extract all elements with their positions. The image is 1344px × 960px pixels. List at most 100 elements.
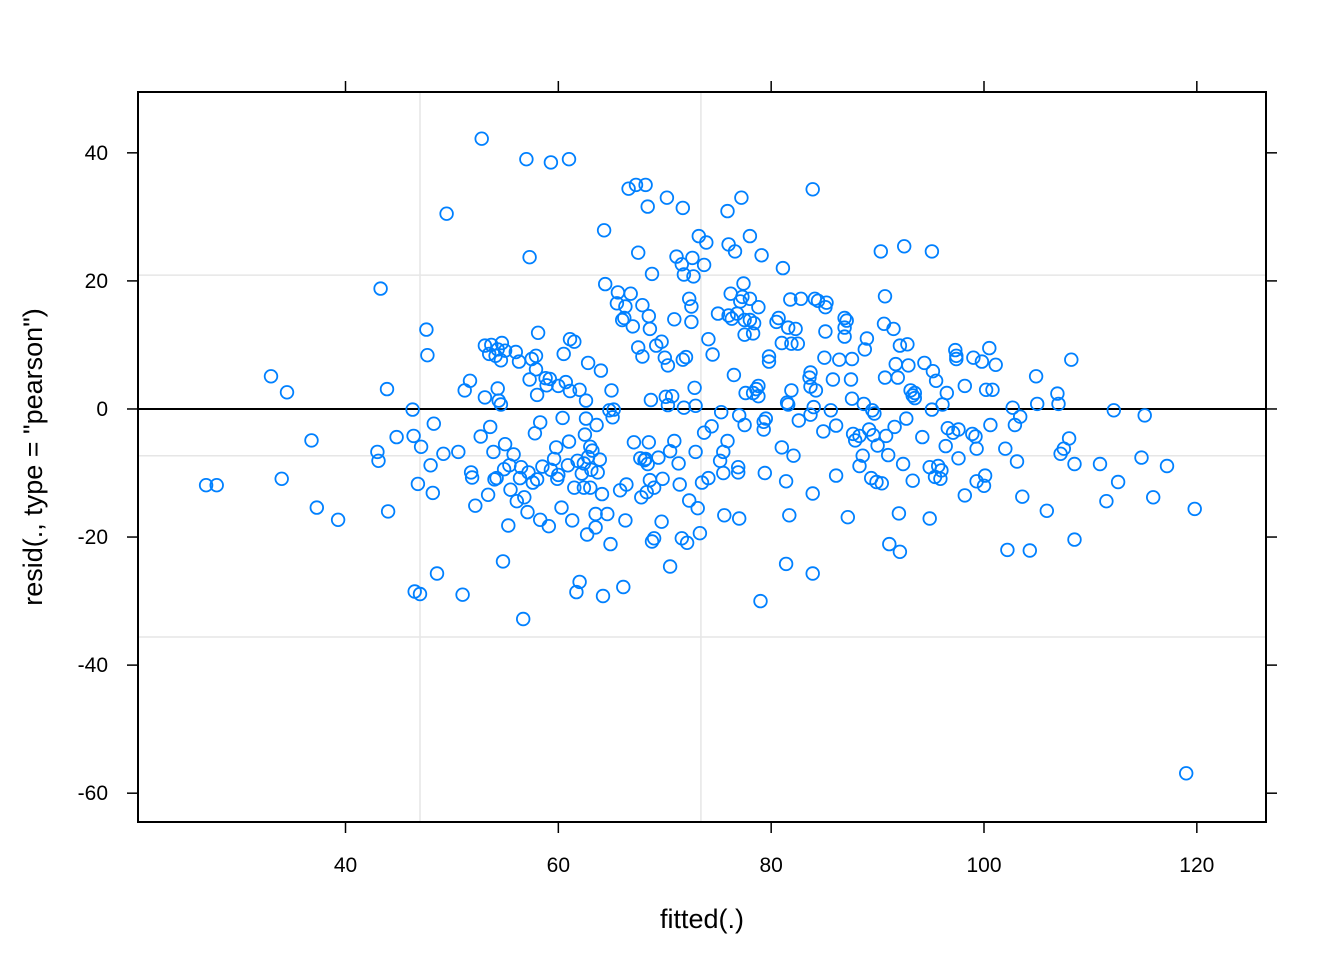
data-point xyxy=(806,399,821,415)
data-point xyxy=(588,520,603,535)
data-point xyxy=(371,453,386,469)
data-point xyxy=(530,325,546,341)
data-point xyxy=(495,554,511,569)
data-point xyxy=(924,244,940,259)
data-point xyxy=(818,324,833,339)
data-point xyxy=(546,451,562,467)
data-point xyxy=(690,501,705,516)
data-point xyxy=(304,433,319,448)
data-point xyxy=(667,312,682,327)
data-point xyxy=(983,417,998,433)
data-point xyxy=(463,465,479,480)
data-point xyxy=(1110,474,1126,490)
data-point xyxy=(1061,431,1077,446)
data-point xyxy=(781,397,796,412)
data-point xyxy=(699,235,714,250)
data-point xyxy=(1028,369,1044,384)
data-point xyxy=(782,508,797,523)
data-point xyxy=(732,408,747,423)
data-point xyxy=(483,419,498,435)
y-tick-label: 20 xyxy=(85,270,108,293)
data-point xyxy=(828,418,844,433)
data-point xyxy=(676,267,692,282)
data-point xyxy=(696,257,712,273)
data-point xyxy=(616,579,631,595)
data-point xyxy=(654,334,669,349)
data-point xyxy=(637,453,652,468)
data-point xyxy=(425,485,441,501)
data-point xyxy=(660,397,676,413)
data-point xyxy=(675,200,691,216)
data-point xyxy=(828,468,844,483)
y-tick-label: -20 xyxy=(78,526,108,549)
data-point xyxy=(596,223,612,238)
data-point xyxy=(578,393,594,408)
data-point xyxy=(604,383,619,398)
data-point xyxy=(682,493,697,508)
data-point xyxy=(934,463,949,478)
data-point xyxy=(687,380,702,396)
data-point xyxy=(674,257,690,272)
data-point xyxy=(832,352,847,367)
data-point xyxy=(1187,501,1202,517)
data-point xyxy=(957,378,973,394)
data-point xyxy=(688,444,703,460)
data-point xyxy=(837,320,852,335)
data-point xyxy=(468,498,483,513)
data-point xyxy=(684,314,699,330)
data-point xyxy=(549,440,564,455)
data-point xyxy=(665,389,680,404)
data-point xyxy=(705,347,720,362)
y-tick-label: -60 xyxy=(78,782,108,805)
data-point xyxy=(784,383,799,398)
data-point xyxy=(869,474,884,490)
data-point xyxy=(781,320,796,335)
data-point xyxy=(528,362,544,377)
data-point xyxy=(615,312,630,328)
data-point xyxy=(640,199,655,214)
data-point xyxy=(609,296,625,311)
data-point xyxy=(721,308,736,323)
data-point xyxy=(594,486,610,502)
data-point xyxy=(682,291,697,307)
gridlines xyxy=(138,92,1266,822)
data-point xyxy=(513,460,529,475)
data-point xyxy=(845,426,861,442)
data-point xyxy=(330,512,346,528)
data-point xyxy=(603,536,618,552)
data-point xyxy=(977,468,993,483)
x-tick-label: 120 xyxy=(1179,854,1214,877)
data-point xyxy=(1013,409,1028,424)
data-point xyxy=(489,470,504,486)
data-point xyxy=(676,400,692,415)
data-point xyxy=(525,475,541,490)
data-point xyxy=(803,407,818,422)
data-point xyxy=(731,460,746,475)
data-point xyxy=(529,387,545,403)
data-point xyxy=(757,465,773,481)
data-point xyxy=(751,389,766,404)
data-point xyxy=(758,411,774,426)
data-point xyxy=(978,382,994,398)
data-point xyxy=(1051,396,1066,412)
data-point xyxy=(439,206,454,221)
data-point xyxy=(753,593,768,609)
data-point xyxy=(572,382,587,398)
data-point xyxy=(529,472,545,487)
data-point xyxy=(1099,494,1114,509)
data-point xyxy=(654,514,669,529)
data-point xyxy=(577,427,593,442)
data-point xyxy=(625,319,641,334)
data-point xyxy=(477,390,493,405)
data-point xyxy=(543,155,559,170)
data-point xyxy=(1067,456,1082,472)
data-point xyxy=(578,411,594,426)
data-point xyxy=(751,378,766,394)
data-point xyxy=(793,291,809,307)
data-point xyxy=(737,312,752,328)
data-point xyxy=(274,471,289,487)
data-point xyxy=(716,465,731,481)
data-point xyxy=(742,291,758,307)
data-point xyxy=(473,429,488,444)
data-point xyxy=(585,443,600,458)
